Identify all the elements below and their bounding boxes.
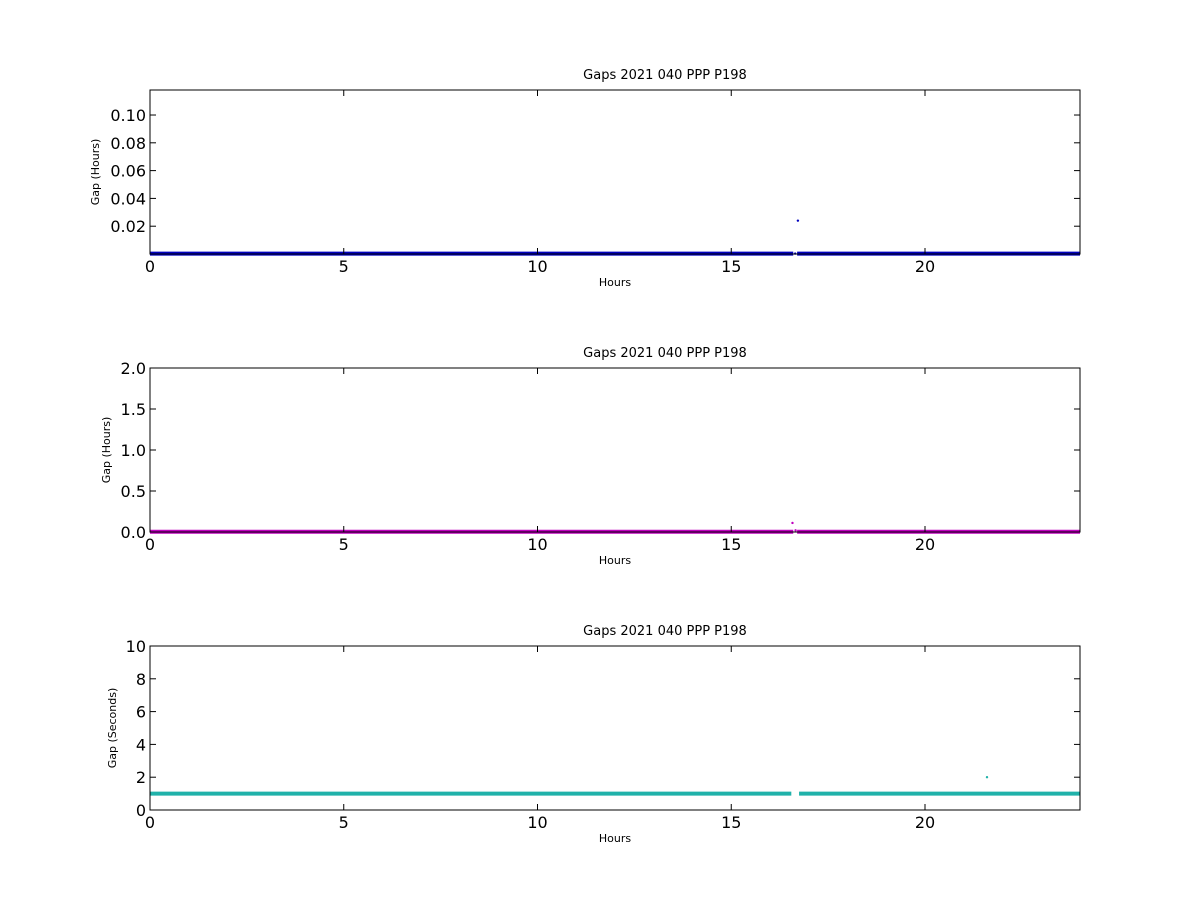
data-point <box>985 776 989 779</box>
axes-frame <box>149 367 1081 533</box>
y-tick-label: 8 <box>136 670 146 689</box>
x-tick-label: 5 <box>339 535 349 554</box>
chart-title: Gaps 2021 040 PPP P198 <box>583 624 747 639</box>
x-tick-label: 5 <box>339 257 349 276</box>
x-tick-label: 15 <box>721 813 741 832</box>
y-axis-label: Gap (Hours) <box>100 417 113 484</box>
y-tick-label: 2 <box>136 768 146 787</box>
y-tick-label: 1.5 <box>121 400 146 419</box>
axes-frame <box>149 645 1081 811</box>
x-axis-label: Hours <box>599 276 631 289</box>
y-tick-label: 0.02 <box>110 217 146 236</box>
x-axis-label: Hours <box>599 832 631 845</box>
y-tick-label: 10 <box>126 637 146 656</box>
x-tick-label: 15 <box>721 535 741 554</box>
y-tick-label: 0 <box>136 801 146 820</box>
y-tick-label: 1.0 <box>121 441 146 460</box>
chart-title: Gaps 2021 040 PPP P198 <box>583 346 747 361</box>
subplot-2: 0 5 10 15 20 0.0 0.5 1.0 1.5 2.0 Gaps 2021 040 PPP… <box>100 346 1081 567</box>
axes-frame <box>149 89 1081 255</box>
y-tick-label: 2.0 <box>121 359 146 378</box>
data-point <box>796 219 800 222</box>
y-axis-label: Gap (Seconds) <box>106 688 119 769</box>
y-tick-label: 0.08 <box>110 134 146 153</box>
x-tick-label: 20 <box>915 257 935 276</box>
x-tick-label: 20 <box>915 535 935 554</box>
x-tick-label: 20 <box>915 813 935 832</box>
data-point <box>794 529 797 532</box>
x-tick-label: 10 <box>527 813 547 832</box>
y-tick-label: 0.0 <box>121 523 146 542</box>
x-tick-label: 10 <box>527 535 547 554</box>
x-tick-label: 0 <box>145 535 155 554</box>
x-tick-label: 10 <box>527 257 547 276</box>
x-tick-label: 0 <box>145 813 155 832</box>
y-tick-label: 0.5 <box>121 482 146 501</box>
x-tick-label: 0 <box>145 257 155 276</box>
y-tick-label: 4 <box>136 735 146 754</box>
y-tick-label: 0.06 <box>110 162 146 181</box>
y-axis-label: Gap (Hours) <box>89 139 102 206</box>
x-tick-label: 5 <box>339 813 349 832</box>
y-tick-label: 6 <box>136 703 146 722</box>
chart-title: Gaps 2021 040 PPP P198 <box>583 68 747 83</box>
subplot-1: 0 5 10 15 20 0.02 0.04 0.06 0.08 0.10 Gaps 2021 04… <box>89 68 1081 289</box>
x-axis-label: Hours <box>599 554 631 567</box>
y-tick-label: 0.04 <box>110 189 146 208</box>
x-tick-label: 15 <box>721 257 741 276</box>
subplot-3: 0 5 10 15 20 0 2 4 6 8 10 Gaps 2021 040 PPP P198 Hou… <box>106 624 1081 845</box>
y-tick-label: 0.10 <box>110 106 146 125</box>
data-point <box>791 521 794 525</box>
